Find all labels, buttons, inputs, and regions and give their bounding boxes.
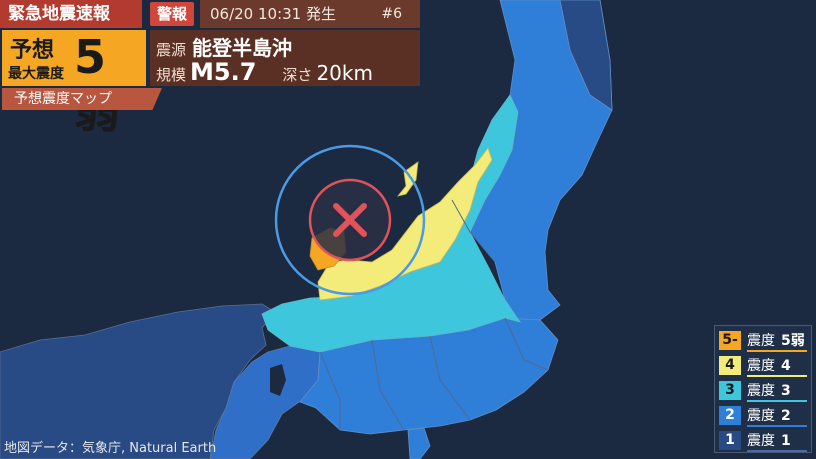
legend-underline bbox=[747, 425, 807, 427]
report-sequence: #6 bbox=[381, 6, 402, 22]
intensity-legend: 5- 震度 5弱 4 震度 4 3 震度 3 2 震度 2 1 震度 1 bbox=[714, 325, 812, 453]
region-west-japan bbox=[0, 303, 276, 459]
legend-underline bbox=[747, 350, 807, 352]
alert-panel: 緊急地震速報 警報 06/20 10:31 発生 #6 予想 最大震度 5弱 震… bbox=[0, 0, 420, 138]
legend-underline bbox=[747, 450, 807, 452]
region-kinki bbox=[209, 345, 321, 459]
origin-time-bar: 06/20 10:31 発生 #6 bbox=[200, 0, 420, 28]
alert-title: 緊急地震速報 bbox=[0, 0, 142, 28]
sado-island bbox=[396, 161, 419, 197]
legend-label: 震度 2 bbox=[747, 408, 791, 424]
legend-swatch: 4 bbox=[719, 356, 741, 375]
map-credit: 地図データ：気象庁, Natural Earth bbox=[4, 441, 217, 456]
epicenter-row: 震源 能登半島沖 bbox=[156, 32, 292, 61]
legend-item-2: 2 震度 2 bbox=[719, 404, 807, 428]
legend-swatch: 2 bbox=[719, 406, 741, 425]
legend-swatch: 1 bbox=[719, 431, 741, 450]
depth-value: 20km bbox=[316, 61, 373, 85]
max-intensity-label: 最大震度 bbox=[8, 66, 64, 82]
forecast-intensity-box: 予想 最大震度 5弱 bbox=[2, 30, 146, 138]
legend-item-1: 1 震度 1 bbox=[719, 429, 807, 453]
magnitude-value: M5.7 bbox=[190, 58, 257, 86]
legend-swatch: 3 bbox=[719, 381, 741, 400]
legend-item-4: 4 震度 4 bbox=[719, 354, 807, 378]
legend-label: 震度 3 bbox=[747, 383, 791, 399]
epicenter-key: 震源 bbox=[156, 41, 187, 59]
origin-time: 06/20 10:31 発生 bbox=[210, 5, 336, 23]
legend-label: 震度 4 bbox=[747, 358, 791, 374]
magnitude-row: 規模 M5.7 深さ 20km bbox=[156, 58, 373, 86]
prefecture-borders bbox=[319, 199, 549, 431]
legend-item-5-weak: 5- 震度 5弱 bbox=[719, 329, 807, 353]
legend-swatch: 5- bbox=[719, 331, 741, 350]
legend-label: 震度 1 bbox=[747, 433, 791, 449]
quake-details: 震源 能登半島沖 規模 M5.7 深さ 20km bbox=[150, 30, 420, 86]
legend-underline bbox=[747, 375, 807, 377]
magnitude-key: 規模 bbox=[156, 66, 187, 84]
warning-badge: 警報 bbox=[150, 2, 194, 26]
forecast-intensity-value: 5弱 bbox=[74, 30, 120, 138]
region-tohoku-far bbox=[559, 0, 613, 111]
legend-item-3: 3 震度 3 bbox=[719, 379, 807, 403]
epicenter-x-icon bbox=[333, 203, 367, 237]
intensity-map-tab[interactable]: 予想震度マップ bbox=[2, 88, 162, 110]
legend-underline bbox=[747, 400, 807, 402]
izu-peninsula bbox=[407, 427, 431, 459]
lake-biwa bbox=[270, 364, 286, 396]
p-wave-circle bbox=[274, 144, 426, 296]
legend-label: 震度 5弱 bbox=[747, 333, 805, 349]
epicenter-value: 能登半島沖 bbox=[192, 36, 293, 60]
forecast-label: 予想 bbox=[10, 38, 55, 63]
depth-key: 深さ bbox=[282, 66, 313, 84]
